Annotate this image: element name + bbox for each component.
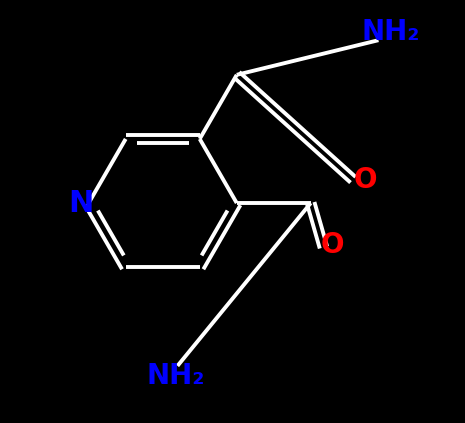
- Text: NH₂: NH₂: [362, 18, 420, 46]
- Text: O: O: [320, 231, 344, 259]
- Text: N: N: [68, 189, 94, 217]
- Text: NH₂: NH₂: [146, 363, 205, 390]
- Text: O: O: [353, 166, 377, 194]
